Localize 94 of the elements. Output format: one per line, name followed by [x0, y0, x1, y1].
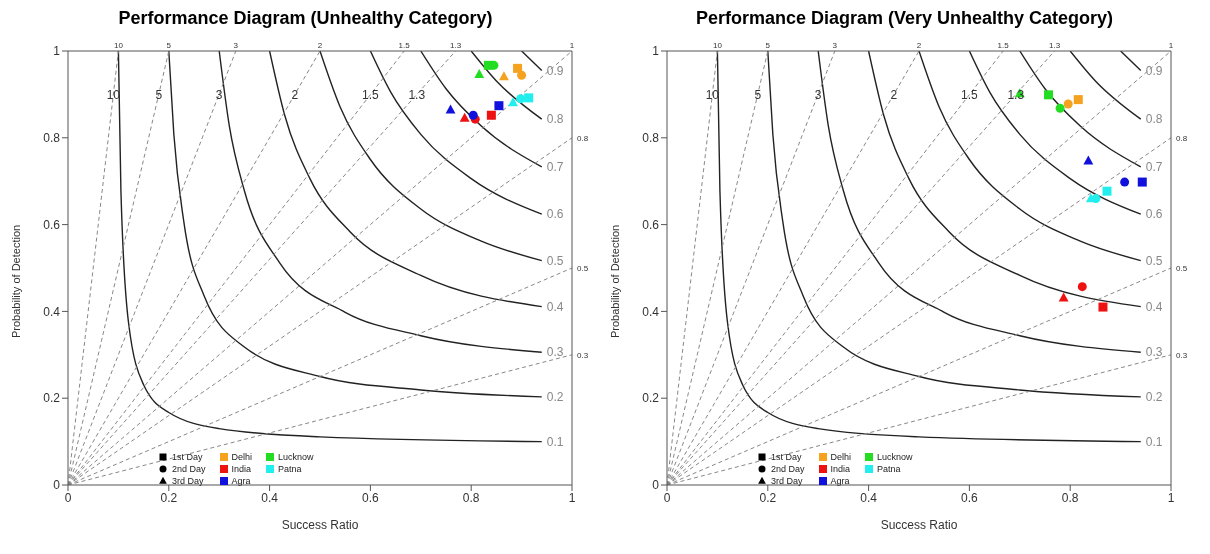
annotation: 0.4: [1145, 299, 1163, 314]
annotation: 0.1: [1145, 434, 1163, 449]
legend-label: Agra: [830, 476, 850, 486]
x-tick-label: 0.6: [961, 490, 979, 505]
annotation: 0.8: [1145, 112, 1163, 127]
legend-label: Delhi: [830, 452, 852, 462]
chart-title: Performance Diagram (Very Unhealthy Category): [694, 8, 1115, 30]
y-tick-label: 0.4: [43, 304, 61, 319]
annotation: 0.8: [546, 112, 564, 127]
annotation: 1.5: [362, 87, 380, 102]
annotation: 3rd Day: [172, 476, 204, 486]
annotation: 1.3: [450, 41, 462, 50]
y-tick-label: 1: [53, 44, 61, 59]
annotation: 0.3: [1176, 350, 1188, 360]
annotation: 1.3: [1049, 41, 1061, 50]
annotation: 1: [569, 41, 575, 50]
annotation: 0.2: [1145, 390, 1163, 405]
annotation: 5: [754, 87, 762, 102]
y-axis-title: Probability of Detection: [608, 224, 621, 338]
x-axis-title: Success Ratio: [281, 518, 359, 532]
annotation: 0.7: [1145, 160, 1163, 175]
legend-label: Patna: [877, 464, 901, 474]
annotation: 2nd Day: [172, 464, 206, 474]
annotation: 1.5: [398, 41, 411, 50]
annotation: 1.3: [1007, 87, 1025, 102]
y-tick-label: 0: [53, 478, 61, 493]
legend-label: Agra: [231, 476, 251, 486]
legend-label: India: [231, 464, 252, 474]
legend-label: Patna: [278, 464, 302, 474]
y-tick-label: 0: [652, 478, 660, 493]
x-tick-label: 0.2: [759, 490, 777, 505]
annotation: 3: [814, 87, 822, 102]
annotation: 0.4: [546, 299, 564, 314]
legend-label: Lucknow: [877, 452, 913, 462]
annotation: 0.2: [546, 390, 564, 405]
annotation: 0.8: [1176, 133, 1188, 143]
legend-label: Lucknow: [278, 452, 314, 462]
annotation: 0.7: [546, 160, 564, 175]
annotation: 2: [317, 41, 323, 50]
annotation: 1.5: [961, 87, 979, 102]
y-tick-label: 0.8: [642, 131, 660, 146]
annotation: 1.3: [408, 87, 426, 102]
x-tick-label: 1: [568, 490, 576, 505]
annotation: 0.5: [577, 263, 589, 273]
x-tick-label: 0: [64, 490, 72, 505]
y-axis-title: Probability of Detection: [9, 224, 22, 338]
annotation: 0.3: [1145, 345, 1163, 360]
chart-title: Performance Diagram (Unhealthy Category): [117, 8, 494, 30]
annotation: 1.5: [997, 41, 1010, 50]
annotation: 1: [1168, 41, 1174, 50]
annotation: 0.1: [546, 434, 564, 449]
annotation: 3: [832, 41, 838, 50]
annotation: 10: [712, 41, 723, 50]
annotation: 3: [233, 41, 239, 50]
x-tick-label: 0: [663, 490, 671, 505]
annotation: 2: [916, 41, 922, 50]
annotation: 10: [113, 41, 124, 50]
x-tick-label: 0.6: [362, 490, 380, 505]
annotation: 5: [765, 41, 771, 50]
x-axis-title: Success Ratio: [880, 518, 958, 532]
legend-label: India: [830, 464, 851, 474]
annotation: 0.8: [577, 133, 589, 143]
y-tick-label: 0.2: [642, 391, 660, 406]
y-tick-label: 0.4: [642, 304, 660, 319]
x-tick-label: 0.2: [160, 490, 178, 505]
x-tick-label: 0.8: [462, 490, 480, 505]
annotation: 0.5: [1176, 263, 1188, 273]
y-tick-label: 0.8: [43, 131, 61, 146]
y-tick-label: 0.6: [43, 217, 61, 232]
annotation: 0.6: [1145, 207, 1163, 222]
x-tick-label: 1: [1167, 490, 1175, 505]
annotation: 2nd Day: [771, 464, 805, 474]
annotation: 5: [155, 87, 163, 102]
y-tick-label: 0.2: [43, 391, 61, 406]
annotation: 5: [166, 41, 172, 50]
annotation: 0.3: [577, 350, 589, 360]
annotation: 1st Day: [172, 452, 203, 462]
annotation: 0.9: [1145, 63, 1163, 78]
annotation: 2: [890, 87, 898, 102]
legend-label: Delhi: [231, 452, 253, 462]
x-tick-label: 0.8: [1061, 490, 1079, 505]
annotation: 0.6: [546, 207, 564, 222]
x-tick-label: 0.4: [261, 490, 279, 505]
annotation: 3: [215, 87, 223, 102]
x-tick-label: 0.4: [860, 490, 878, 505]
y-tick-label: 1: [652, 44, 660, 59]
annotation: 0.9: [546, 63, 564, 78]
annotation: 0.3: [546, 345, 564, 360]
annotation: 1st Day: [771, 452, 802, 462]
annotation: 2: [291, 87, 299, 102]
y-tick-label: 0.6: [642, 217, 660, 232]
annotation: 0.5: [1145, 253, 1163, 268]
annotation: 3rd Day: [771, 476, 803, 486]
annotation: 0.5: [546, 253, 564, 268]
